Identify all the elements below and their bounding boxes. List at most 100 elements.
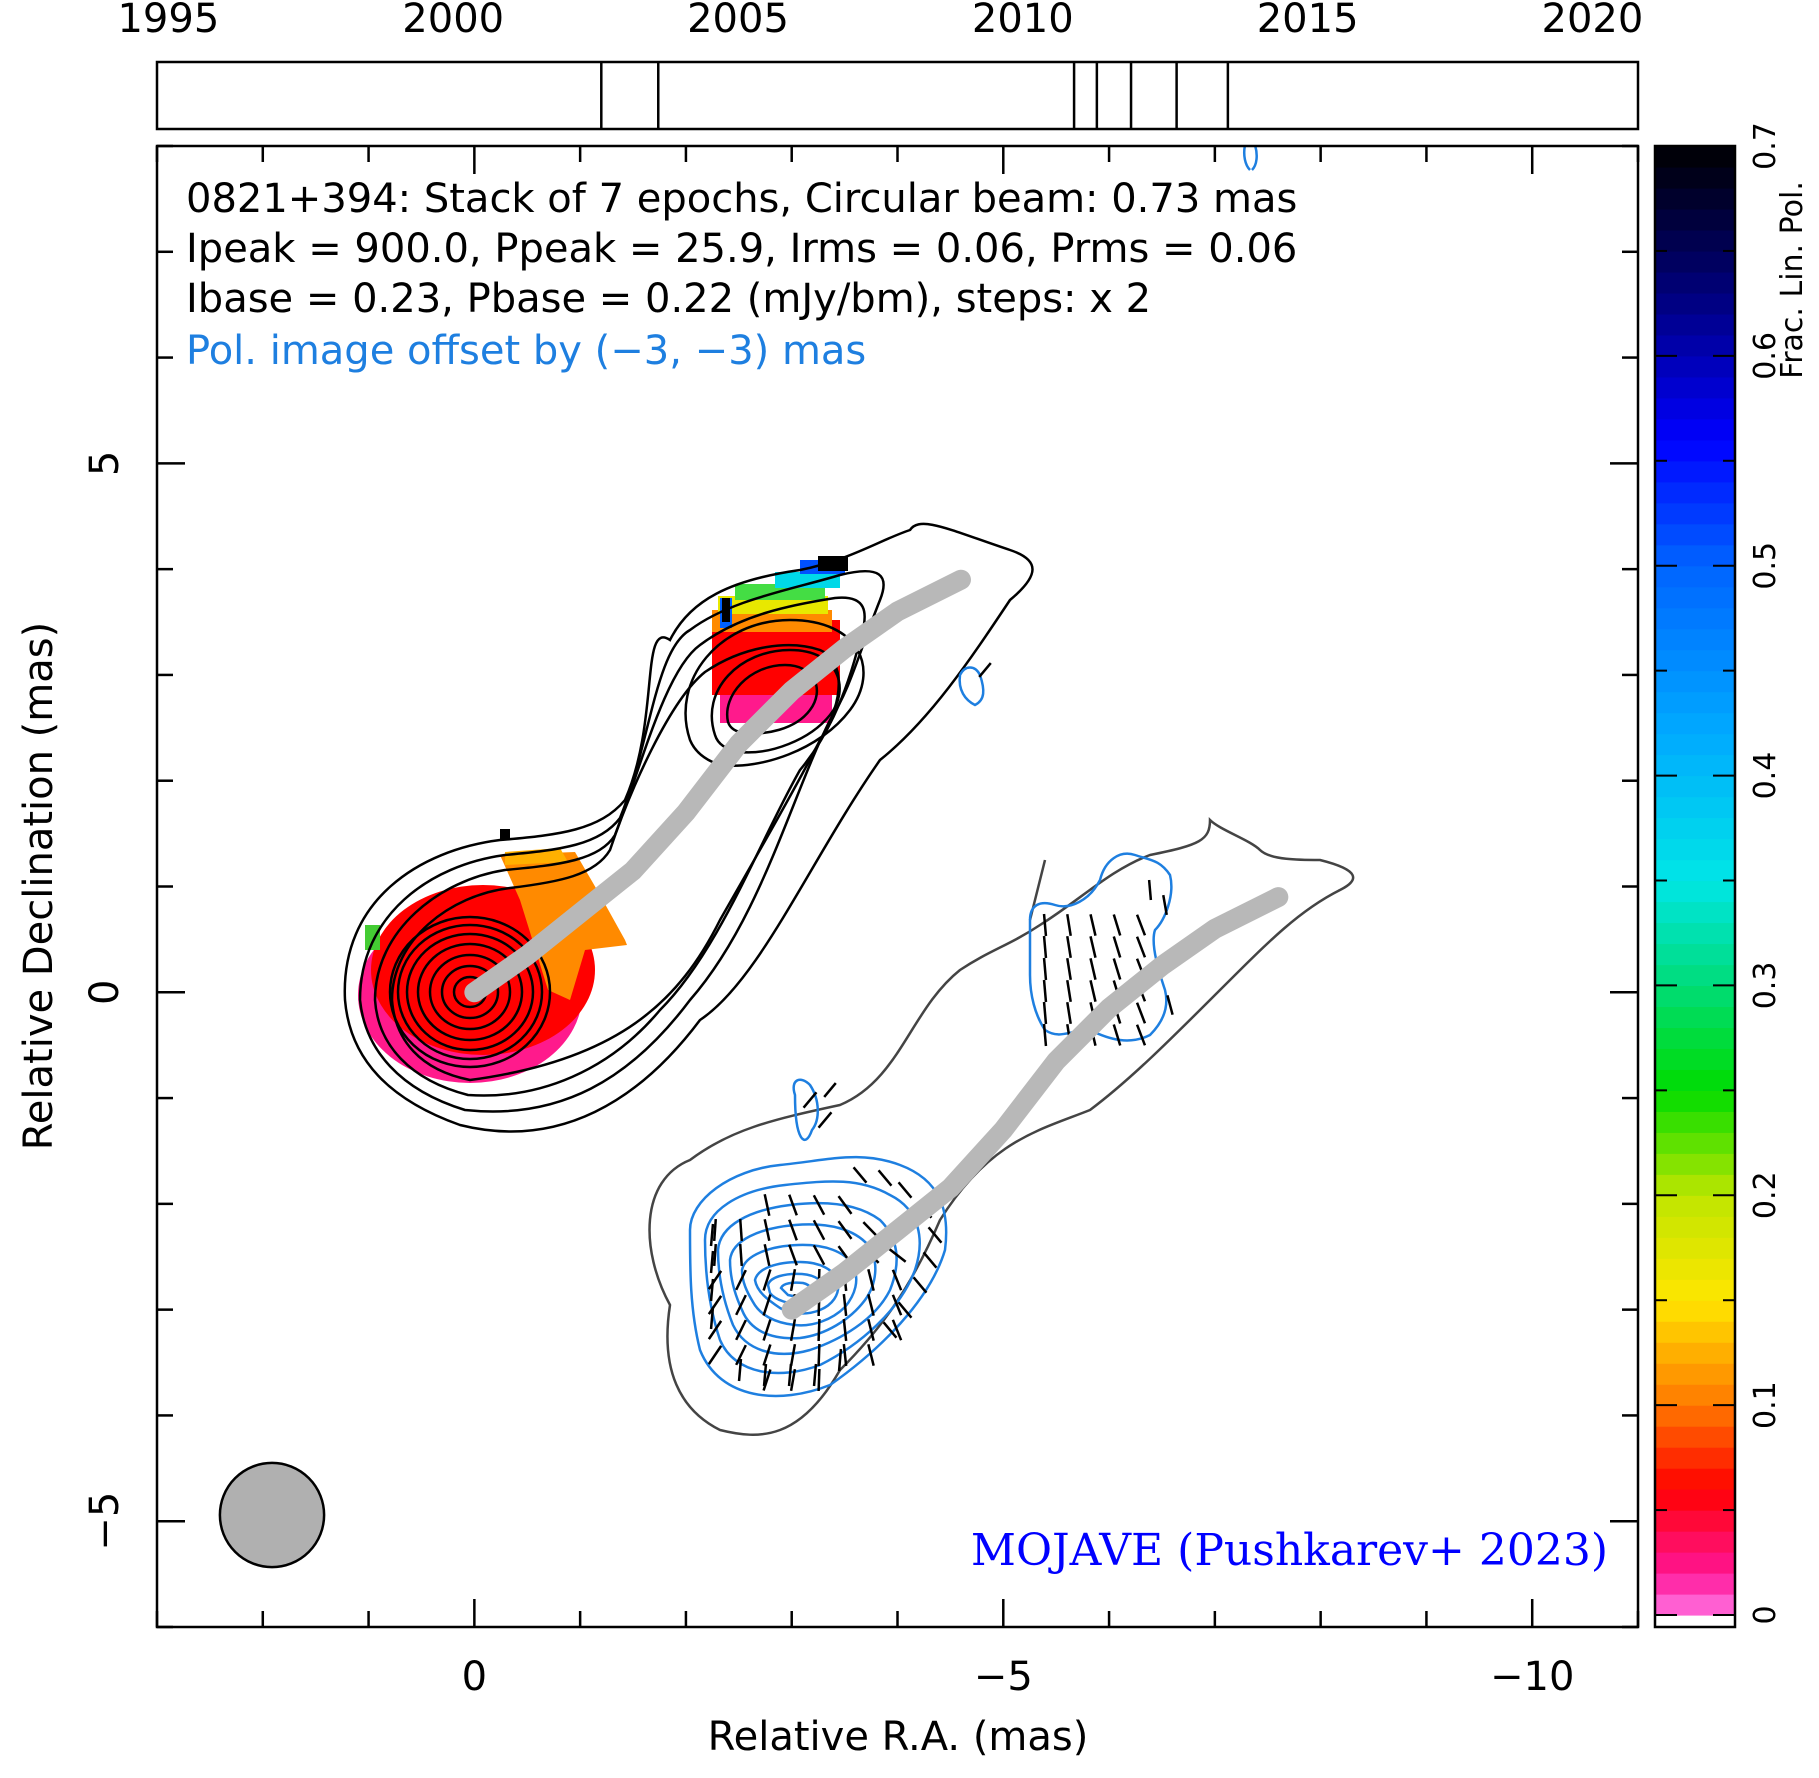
evpa-tick: [812, 1363, 818, 1387]
colorbar-tick-label: 0.3: [1748, 962, 1783, 1010]
evpa-tick: [1162, 894, 1168, 916]
colorbar-step: [1655, 985, 1735, 1008]
evpa-tick: [1147, 879, 1153, 901]
colorbar-step: [1655, 565, 1735, 588]
colorbar-step: [1655, 586, 1735, 609]
evpa-tick: [897, 1301, 913, 1319]
evpa-tick: [978, 662, 992, 678]
colorbar-step: [1655, 649, 1735, 672]
colorbar-step: [1655, 355, 1735, 378]
colorbar-step: [1655, 1342, 1735, 1364]
colorbar-step: [1655, 439, 1735, 462]
colorbar-label: Frac. Lin. Pol.: [1775, 181, 1810, 379]
evpa-tick: [738, 1218, 744, 1242]
evpa-tick: [789, 1368, 797, 1392]
evpa-tick: [1135, 914, 1147, 936]
timeline-year: 1995: [117, 0, 219, 42]
evpa-tick: [877, 1169, 893, 1187]
colorbar-step: [1655, 1384, 1735, 1406]
evpa-tick: [882, 1321, 898, 1339]
ridgeline-main: [464, 569, 971, 1003]
colorbar-step: [1655, 1111, 1735, 1133]
knot-pol-patch-cyan: [775, 572, 840, 588]
epoch-timeline: 1995 2000 2005 2010 2015 2020: [117, 0, 1643, 131]
colorbar-step: [1655, 1258, 1735, 1280]
colorbar-tick-label: 0.2: [1748, 1171, 1783, 1219]
colorbar: 0 0.1 0.2 0.3 0.4 0.5 0.6 0.7 Frac. Lin. Pol.: [1653, 122, 1810, 1629]
colorbar-step: [1655, 1132, 1735, 1154]
colorbar-ticks: [1655, 145, 1735, 1616]
colorbar-step: [1655, 607, 1735, 630]
colorbar-step: [1655, 502, 1735, 525]
colorbar-step: [1655, 1195, 1735, 1217]
evpa-tick: [887, 1247, 907, 1263]
ridgeline-offset: [781, 887, 1289, 1320]
evpa-tick: [1112, 958, 1122, 980]
evpa-tick: [788, 1244, 798, 1266]
colorbar-frame: [1653, 144, 1737, 1629]
x-tick-label: 0: [462, 1654, 487, 1700]
colorbar-step: [1655, 796, 1735, 819]
evpa-tick: [707, 1345, 723, 1365]
colorbar-step: [1655, 1090, 1735, 1112]
evpa-tick: [762, 1363, 768, 1387]
evpa-tick: [812, 1194, 826, 1216]
evpa-tick: [1135, 1024, 1147, 1046]
evpa-tick: [735, 1294, 747, 1316]
axis-ticks: [155, 144, 1640, 1629]
evpa-tick: [837, 1220, 853, 1240]
colorbar-step: [1655, 1363, 1735, 1385]
map-content: [218, 146, 1355, 1569]
colorbar-step: [1655, 754, 1735, 777]
colorbar-step: [1655, 1531, 1735, 1553]
evpa-tick: [735, 1344, 747, 1366]
timeline-epoch-markers: [600, 62, 1230, 129]
colorbar-step: [1655, 397, 1735, 420]
evpa-tick: [891, 1269, 903, 1291]
evpa-tick: [712, 1218, 718, 1242]
core-pol-patch-green: [365, 925, 380, 950]
colorbar-tick-label: 0.1: [1748, 1381, 1783, 1429]
evpa-tick: [707, 1320, 723, 1340]
evpa-tick: [763, 1218, 771, 1242]
colorbar-step: [1655, 712, 1735, 735]
evpa-tick: [788, 1219, 798, 1241]
colorbar-step: [1655, 313, 1735, 336]
colorbar-step: [1655, 271, 1735, 294]
evpa-tick: [1089, 958, 1097, 980]
x-tick-label: −10: [1490, 1654, 1574, 1700]
colorbar-step: [1655, 1174, 1735, 1196]
evpa-tick: [789, 1343, 797, 1367]
colorbar-step: [1655, 1405, 1735, 1427]
ridgelines: [464, 569, 1289, 1320]
colorbar-step: [1655, 1237, 1735, 1259]
timeline-year: 2015: [1257, 0, 1359, 42]
y-tick-label: −5: [82, 1492, 128, 1551]
timeline-year: 2000: [402, 0, 504, 42]
evpa-tick: [802, 1091, 818, 1109]
evpa-tick: [712, 1243, 718, 1267]
colorbar-step: [1655, 964, 1735, 987]
colorbar-step: [1655, 1573, 1735, 1595]
y-axis-label: Relative Declination (mas): [16, 622, 62, 1150]
evpa-tick: [1112, 936, 1122, 958]
title-line-3: Ibase = 0.23, Pbase = 0.22 (mJy/bm), ste…: [186, 276, 1151, 322]
evpa-tick: [1042, 979, 1048, 1003]
evpa-tick: [1042, 913, 1048, 937]
map-panel: 0 −5 −10 −5 0 5 0821+394: Stack of 7 epochs,…: [16, 144, 1640, 1760]
title-line-2: Ipeak = 900.0, Ppeak = 25.9, Irms = 0.06…: [186, 226, 1297, 272]
evpa-tick: [1089, 936, 1097, 958]
colorbar-step: [1655, 250, 1735, 273]
evpa-tick: [891, 1294, 903, 1316]
x-axis-label: Relative R.A. (mas): [708, 1714, 1089, 1760]
colorbar-step: [1655, 523, 1735, 546]
evpa-tick: [709, 1223, 715, 1247]
evpa-tick: [762, 1269, 772, 1291]
evpa-tick: [842, 1318, 848, 1342]
colorbar-step: [1655, 838, 1735, 861]
colorbar-step: [1655, 1594, 1735, 1616]
x-tick-label: −5: [974, 1654, 1033, 1700]
colorbar-step: [1655, 1216, 1735, 1238]
evpa-tick: [927, 1226, 943, 1244]
